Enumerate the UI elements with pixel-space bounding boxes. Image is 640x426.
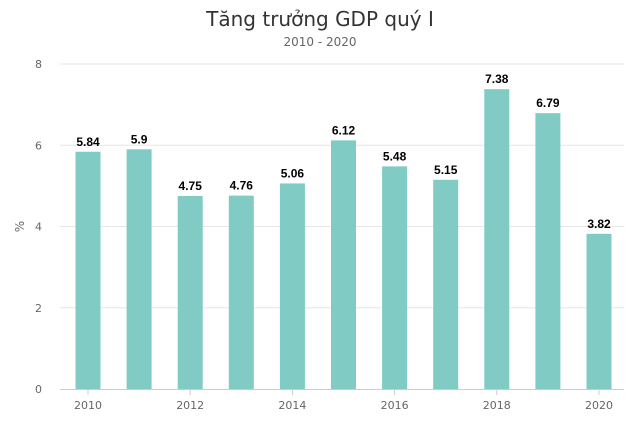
bar — [586, 233, 612, 389]
bar — [126, 149, 152, 389]
y-tick-label: 4 — [35, 221, 42, 234]
data-label: 5.84 — [76, 135, 100, 149]
bar — [279, 183, 305, 389]
x-axis-ticks: 2010 2012 2014 2016 2018 2020 — [74, 389, 613, 412]
x-tick-label: 2018 — [483, 399, 511, 412]
bar — [484, 89, 510, 389]
x-tick-label: 2014 — [278, 399, 306, 412]
chart-subtitle: 2010 - 2020 — [283, 35, 357, 49]
x-tick-label: 2016 — [381, 399, 409, 412]
data-labels: 5.84 5.9 4.75 4.76 5.06 6.12 5.48 5.15 7.38 6.79 3… — [76, 72, 611, 231]
bar — [535, 113, 561, 389]
data-label: 7.38 — [485, 72, 509, 86]
data-label: 6.12 — [332, 123, 356, 137]
bar — [382, 166, 408, 389]
y-axis-title: % — [13, 221, 27, 232]
y-axis-ticks: 0 2 4 6 8 — [35, 58, 42, 396]
bar — [433, 179, 459, 389]
data-label: 4.75 — [179, 179, 203, 193]
bars — [75, 89, 612, 389]
data-label: 5.9 — [131, 132, 148, 146]
x-tick-label: 2010 — [74, 399, 102, 412]
data-label: 6.79 — [536, 96, 560, 110]
bar — [177, 196, 203, 389]
data-label: 3.82 — [587, 217, 611, 231]
data-label: 4.76 — [230, 179, 254, 193]
data-label: 5.48 — [383, 149, 407, 163]
bar — [331, 140, 356, 389]
y-tick-label: 2 — [35, 302, 42, 315]
bar — [75, 151, 101, 389]
chart-title: Tăng trưởng GDP quý I — [206, 7, 434, 31]
data-label: 5.06 — [281, 166, 305, 180]
x-tick-label: 2012 — [176, 399, 204, 412]
y-tick-label: 0 — [35, 383, 42, 396]
data-label: 5.15 — [434, 163, 458, 177]
x-tick-label: 2020 — [585, 399, 613, 412]
y-tick-label: 8 — [35, 58, 42, 71]
y-tick-label: 6 — [35, 139, 42, 152]
bar — [228, 195, 254, 389]
